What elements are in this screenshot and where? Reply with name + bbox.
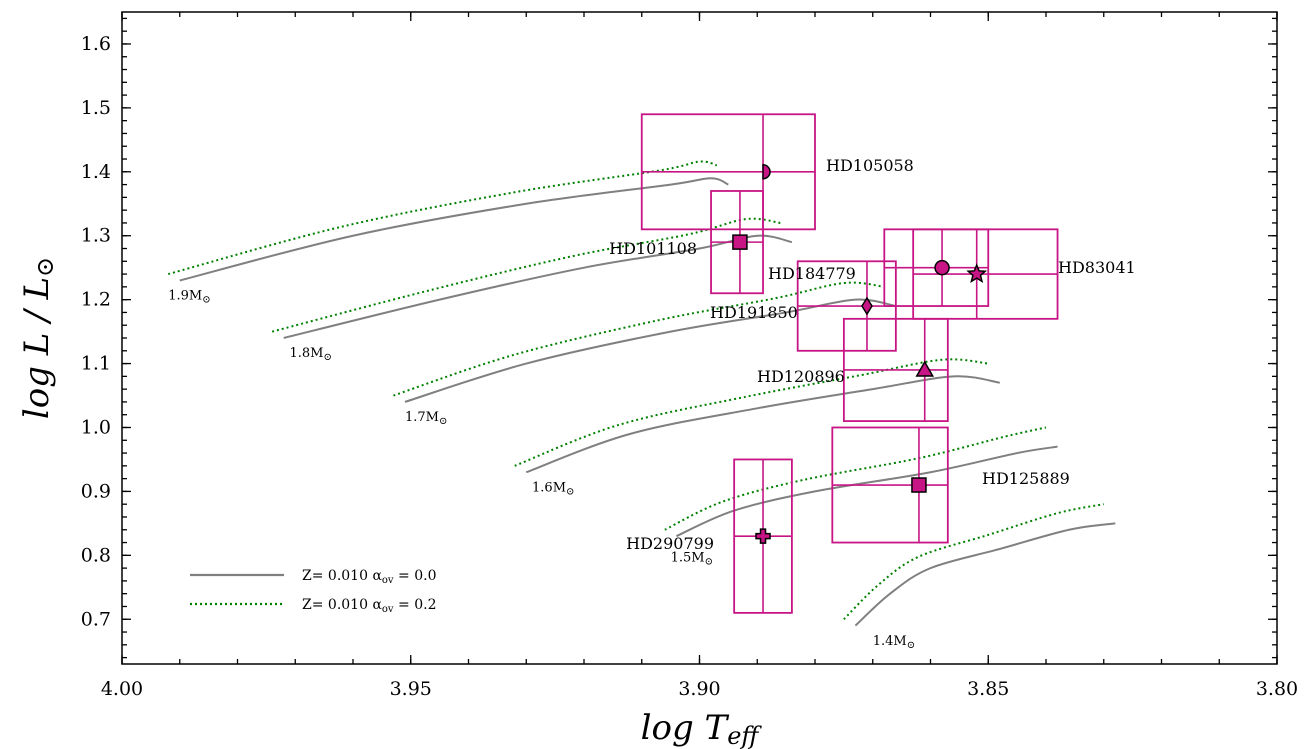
label-HD191850: HD191850 [710,303,798,322]
y-tick-label: 1.4 [81,161,111,183]
track-1.9-solid [179,177,729,282]
track-1.4-solid [854,522,1116,627]
label-HD184779: HD184779 [768,264,856,283]
error-boxes [640,113,1059,614]
track-1.8-dotted [271,217,781,333]
mass-label-1.5M: 1.5M⊙ [671,551,713,568]
label-HD120896: HD120896 [757,367,845,386]
mass-label-1.4M: 1.4M⊙ [873,634,915,651]
label-HD105058: HD105058 [826,156,914,175]
y-tick-label: 1.5 [81,97,111,119]
marker-HD191850 [861,296,873,316]
x-tick-label: 3.80 [1256,678,1298,700]
marker-HD184779 [934,259,950,276]
track-1.5-dotted [664,426,1047,531]
track-1.7-solid [404,298,897,403]
label-HD83041: HD83041 [1058,258,1136,277]
mass-labels: 1.9M⊙ 1.8M⊙ 1.7M⊙ 1.6M⊙ 1.5M⊙ 1.4M⊙ [168,289,915,651]
x-axis-title: log Teff [641,708,763,749]
y-tick-label: 1.6 [81,33,111,55]
star-labels: HD105058 HD101108 HD184779 HD83041 HD191850 H… [609,156,1136,553]
mass-label-1.6M: 1.6M⊙ [532,480,574,497]
plot-frame [121,11,1278,665]
marker-HD83041 [966,263,988,283]
marker-HD120896 [915,360,935,377]
track-1.4-dotted [843,503,1104,620]
marker-HD105058 [762,164,771,180]
y-tick-label: 1.3 [81,225,111,247]
x-tick-label: 3.90 [678,678,720,700]
track-1.8-solid [283,234,793,339]
y-tick-label: 1.2 [81,289,111,311]
marker-HD125889 [911,477,927,493]
y-tick-label: 0.8 [81,544,111,566]
marker-HD101108 [732,234,748,250]
x-tick-label: 3.95 [390,678,432,700]
x-tick-label: 3.85 [967,678,1009,700]
axis-ticks: 4.00 3.95 3.90 3.85 3.80 0.7 0.8 0.9 1.0 1.1 1.2 1.… [81,12,1298,700]
track-1.6-dotted [514,358,989,467]
mass-label-1.7M: 1.7M⊙ [405,410,447,427]
y-tick-label: 0.9 [81,480,111,502]
label-HD290799: HD290799 [626,534,714,553]
mass-label-1.8M: 1.8M⊙ [289,346,331,363]
marker-HD290799 [755,528,771,544]
legend: Z= 0.010 αov = 0.0 Z= 0.010 αov = 0.2 [190,568,436,615]
y-tick-label: 1.1 [81,353,111,375]
mass-label-1.9M: 1.9M⊙ [168,289,210,306]
evolutionary-tracks [167,160,1116,627]
legend-label-0: Z= 0.010 αov = 0.0 [302,568,436,586]
track-1.9-dotted [167,160,718,276]
star-markers [732,164,988,544]
x-tick-label: 4.00 [101,678,143,700]
label-HD125889: HD125889 [982,469,1070,488]
label-HD101108: HD101108 [609,239,697,258]
y-tick-label: 0.7 [81,608,111,630]
track-1.6-solid [525,375,1000,474]
legend-label-1: Z= 0.010 αov = 0.2 [302,597,436,615]
y-axis-title: log L / L⊙ [17,257,59,419]
y-tick-label: 1.0 [81,416,111,438]
